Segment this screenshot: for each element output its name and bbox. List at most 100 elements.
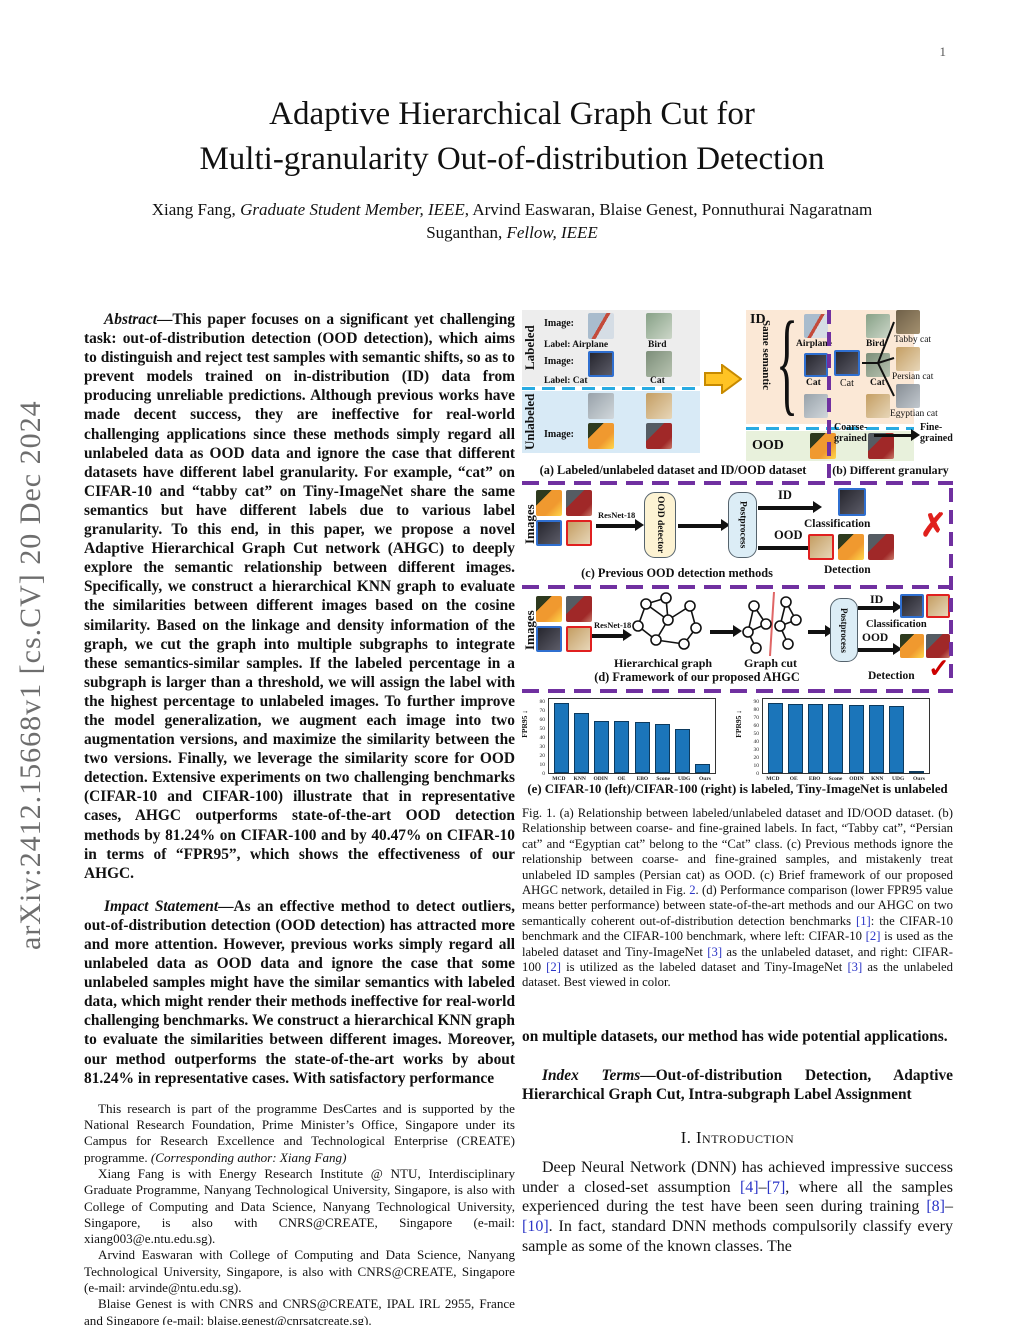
impact-continuation: on multiple datasets, our method has wid…	[522, 1027, 948, 1045]
y-tick-label: 60	[539, 716, 546, 723]
figure-right-border	[949, 488, 953, 686]
classification-label: Classification	[804, 518, 871, 530]
intro-paragraph: Deep Neural Network (DNN) has achieved i…	[522, 1158, 953, 1256]
y-tick-label: 50	[539, 725, 546, 732]
car-thumbnail	[566, 490, 592, 516]
author-role: Graduate Student Member, IEEE	[240, 200, 465, 219]
persian-thumbnail-ood-marked	[566, 520, 592, 546]
author-text: Xiang Fang,	[151, 200, 241, 219]
persian-thumbnail	[866, 394, 890, 418]
y-tick-label: 50	[753, 731, 760, 737]
footnote-blaise: Blaise Genest is with CNRS and CNRS@CREA…	[84, 1296, 515, 1325]
unlabeled-vertical-label: Unlabeled	[522, 393, 537, 451]
x-axis-labels: MCD OE EBO Scone ODIN KNN UDG Ours	[762, 776, 930, 782]
author-text: , Arvind Easwaran, Blaise Genest, Ponnut…	[464, 200, 873, 219]
resnet-label: ResNet-18	[594, 620, 632, 630]
impact-text: —As an effective method to detect outlie…	[84, 897, 515, 1087]
id-title: ID	[750, 312, 766, 327]
page-number: 1	[939, 44, 947, 59]
classification-label: Classification	[866, 619, 927, 630]
same-semantic-label: Same semantic	[760, 320, 772, 390]
flow-arrow	[808, 625, 834, 637]
bar-EBO	[808, 704, 824, 773]
x-tick-label: MCD	[766, 776, 780, 782]
citation-ref[interactable]: [7]	[766, 1178, 786, 1196]
red-cross-icon: ✗	[920, 507, 947, 543]
goldfish-thumbnail	[536, 596, 562, 622]
text-segment: is utilized as the labeled dataset and T…	[560, 960, 848, 975]
bar-MCD	[768, 702, 784, 773]
x-tick-label: Ours	[913, 776, 925, 782]
author-text: Suganthan,	[426, 223, 507, 242]
title-line2: Multi-granularity Out-of-distribution De…	[199, 141, 825, 177]
text-segment: (Corresponding author: Xiang Fang)	[150, 1149, 347, 1165]
y-tick-label: 0	[542, 771, 545, 777]
persian-cat-thumbnail	[896, 347, 920, 371]
citation-ref[interactable]: 2	[689, 883, 696, 898]
section-title: Introduction	[696, 1128, 795, 1148]
cat-label: Cat	[840, 378, 854, 389]
labeled-unlabeled-divider	[522, 387, 700, 390]
postprocess-label: Postprocess	[737, 501, 748, 549]
index-terms-label: Index Terms	[542, 1066, 641, 1084]
text-segment: Fig. 1. (a) Relationship between labeled…	[522, 806, 953, 898]
bar-OE	[614, 720, 630, 773]
text-segment: Deep Neural Network (DNN) has achieved i…	[522, 1159, 953, 1196]
impact-label: Impact Statement	[104, 897, 219, 915]
unlabeled-block: Unlabeled Image:	[522, 391, 700, 453]
abstract-text: —This paper focuses on a significant yet…	[84, 311, 515, 882]
abstract-paragraph: Abstract—This paper focuses on a signifi…	[84, 310, 515, 883]
car-thumbnail	[566, 596, 592, 622]
plot-area	[548, 698, 716, 774]
citation-ref[interactable]: [3]	[707, 944, 723, 959]
citation-ref[interactable]: [10]	[522, 1217, 549, 1235]
citation-ref[interactable]: [8]	[926, 1198, 945, 1216]
text-segment: as the unlabeled dataset. Best viewed in…	[522, 960, 954, 990]
detected-goldfish-thumbnail	[838, 534, 864, 560]
ood-arrow-label: OOD	[862, 632, 889, 644]
airplane-thumbnail	[804, 314, 828, 338]
citation-ref[interactable]: [2]	[546, 960, 561, 975]
ood-detector-box: OOD detector	[644, 492, 676, 558]
bird-thumbnail	[646, 313, 672, 339]
text-segment: –	[945, 1198, 953, 1216]
left-column: Abstract—This paper focuses on a signifi…	[84, 310, 515, 1325]
resnet-label: ResNet-18	[598, 510, 636, 520]
red-check-icon: ✓	[928, 654, 950, 683]
y-tick-label: 20	[753, 755, 760, 761]
image-label: Image:	[544, 429, 574, 440]
arxiv-banner: arXiv:2412.15668v1 [cs.CV] 20 Dec 2024	[14, 400, 47, 950]
bar-chart-cifar100: FPR95 ↓ 0 10 20 30 40 50 60 70 80 90 MCD OE EBO Scone O…	[734, 696, 945, 790]
panel-e-caption: (e) CIFAR-10 (left)/CIFAR-100 (right) is…	[527, 782, 948, 796]
postprocess-label: Postprocess	[839, 607, 849, 653]
citation-ref[interactable]: [4]	[739, 1178, 759, 1196]
panel-a-caption: (a) Labeled/unlabeled dataset and ID/OOD…	[539, 463, 807, 477]
hierarchical-graph-label: Hierarchical graph	[614, 656, 713, 670]
y-tick-label: 10	[539, 761, 546, 768]
egyptian-cat-label: Egyptian cat	[890, 409, 938, 419]
goldfish-thumbnail	[810, 433, 836, 459]
x-tick-label: KNN	[871, 776, 884, 782]
citation-ref[interactable]: [1]	[855, 913, 871, 928]
text-segment: , where all the samples experienced duri…	[522, 1178, 953, 1216]
ood-arrow	[758, 541, 822, 553]
citation-ref[interactable]: [3]	[847, 960, 863, 975]
goldfish-thumbnail	[588, 423, 614, 449]
panel-divider	[522, 481, 953, 485]
bar-KNN	[574, 713, 590, 773]
citation-ref[interactable]: [2]	[865, 929, 881, 944]
cat-thumbnail	[536, 520, 562, 546]
id-arrow-label: ID	[778, 488, 792, 502]
label-cat: Label: Cat	[544, 376, 588, 386]
car-thumbnail	[868, 433, 894, 459]
cat-thumbnail	[646, 351, 672, 377]
x-tick-label: UDG	[678, 776, 691, 782]
granularity-block: Cat Tabby cat Persian cat Egyptian cat C…	[834, 310, 953, 460]
section-heading-introduction: I. Introduction	[522, 1128, 953, 1148]
labeled-vertical-label: Labeled	[522, 325, 537, 371]
y-tick-label: 90	[753, 699, 760, 705]
graph-cut-sketch	[742, 592, 802, 656]
title-line1: Adaptive Hierarchical Graph Cut for	[269, 96, 755, 132]
detection-label: Detection	[868, 670, 915, 682]
text-segment: This research is part of the programme D…	[84, 1100, 515, 1165]
